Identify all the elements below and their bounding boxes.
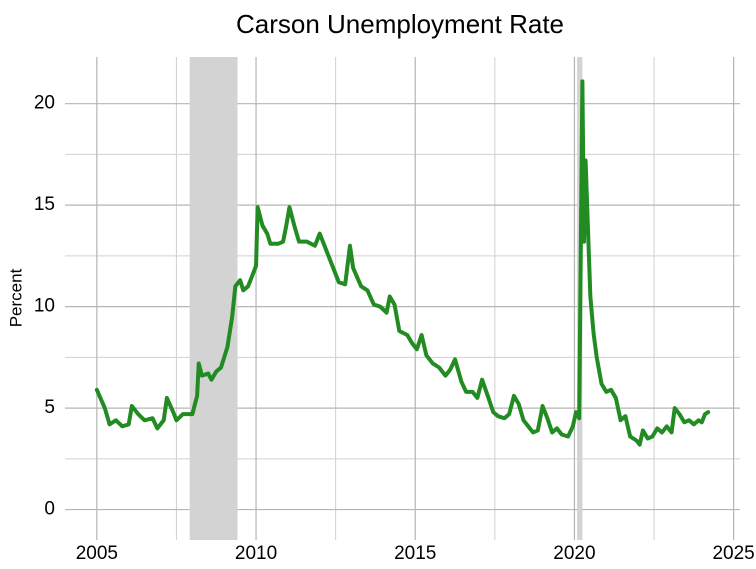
x-tick-label: 2020 (553, 543, 595, 564)
recession-shade (189, 57, 238, 540)
chart-title: Carson Unemployment Rate (236, 9, 564, 39)
y-axis-label: Percent (6, 268, 25, 327)
y-tick-label: 5 (44, 397, 55, 418)
y-tick-label: 0 (44, 499, 55, 520)
x-tick-label: 2005 (76, 543, 118, 564)
x-tick-label: 2015 (394, 543, 436, 564)
y-tick-label: 20 (34, 93, 55, 114)
y-tick-label: 15 (34, 194, 55, 215)
data-line (94, 79, 711, 447)
x-tick-label: 2025 (712, 543, 754, 564)
y-tick-label: 10 (34, 296, 55, 317)
x-tick-label: 2010 (235, 543, 277, 564)
